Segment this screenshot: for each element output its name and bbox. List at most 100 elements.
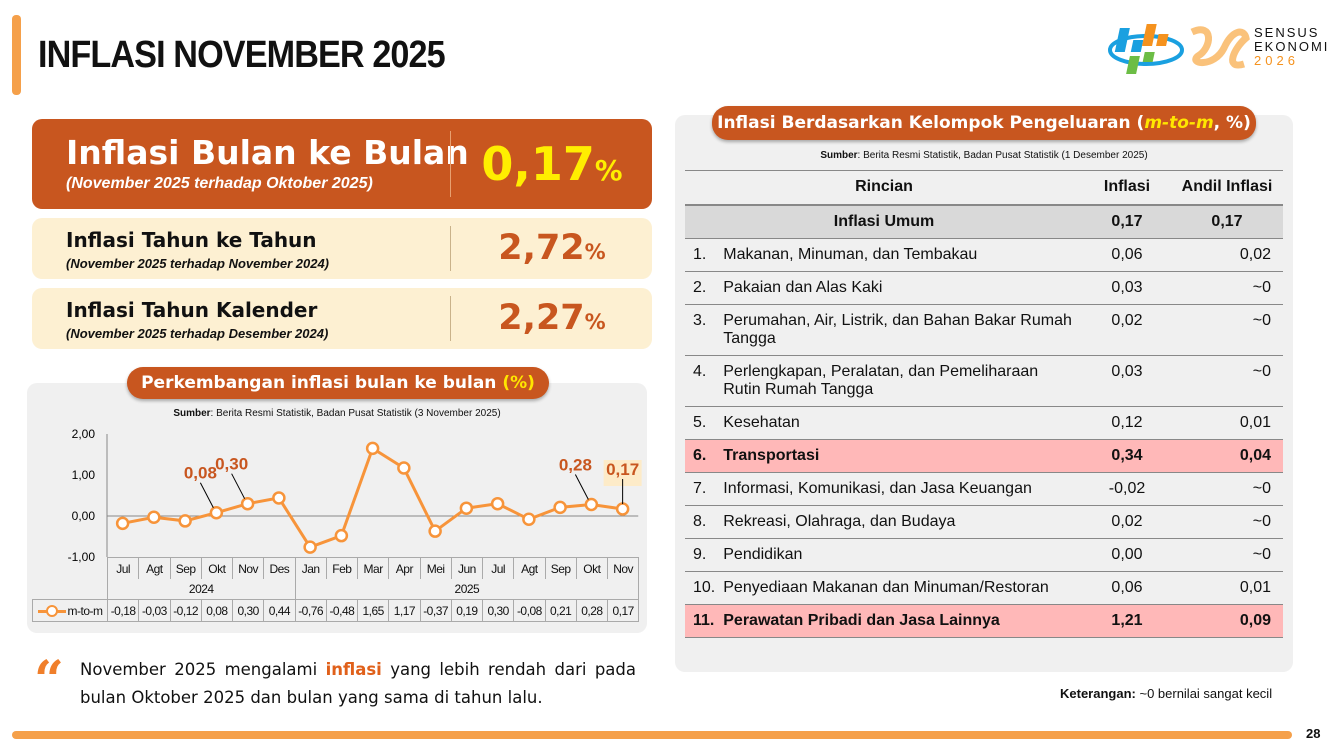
row-number: 8.: [685, 505, 716, 539]
x-tick-label: Okt: [200, 557, 233, 580]
table-row: 3. Perumahan, Air, Listrik, dan Bahan Bak…: [685, 304, 1283, 356]
x-tick-label: Mar: [357, 557, 390, 580]
row-andil: ~0: [1171, 472, 1283, 506]
row-andil: 0,17: [1171, 204, 1283, 239]
row-number: 7.: [685, 472, 716, 506]
x-tick-label: Apr: [388, 557, 421, 580]
col-andil: Andil Inflasi: [1171, 170, 1283, 206]
card-sub: (November 2025 terhadap Desember 2024): [66, 326, 329, 341]
row-andil: ~0: [1171, 304, 1283, 356]
value-cell: 0,30: [482, 599, 515, 622]
bps-logo-icon: [1108, 24, 1184, 74]
value-cell: -0,37: [419, 599, 452, 622]
row-inflasi: 0,03: [1083, 271, 1171, 305]
row-andil: 0,01: [1171, 571, 1283, 605]
legend-marker-icon: [37, 605, 66, 618]
value-cell: 0,17: [607, 599, 640, 622]
table-row: 1. Makanan, Minuman, dan Tembakau 0,06 0,02: [685, 238, 1283, 272]
row-inflasi: 0,17: [1083, 204, 1171, 239]
row-name: Perawatan Pribadi dan Jasa Lainnya: [715, 604, 1083, 638]
row-andil: ~0: [1171, 271, 1283, 305]
chart-source: Sumber: Berita Resmi Statistik, Badan Pu…: [173, 408, 501, 419]
row-name: Perlengkapan, Peralatan, dan Pemeliharaa…: [715, 355, 1083, 407]
row-name: Pakaian dan Alas Kaki: [715, 271, 1083, 305]
row-inflasi: 0,03: [1083, 355, 1171, 407]
x-tick-label: Nov: [607, 557, 640, 580]
table-source: Sumber: Berita Resmi Statistik, Badan Pu…: [820, 150, 1148, 161]
page-number: 28: [1306, 726, 1321, 741]
value-cell: 1,65: [357, 599, 390, 622]
table-title: Inflasi Berdasarkan Kelompok Pengeluaran…: [712, 106, 1256, 140]
row-number: 4.: [685, 355, 716, 407]
row-number: 10.: [685, 571, 716, 605]
table-row: 2. Pakaian dan Alas Kaki 0,03 ~0: [685, 271, 1283, 305]
x-tick-label: Okt: [575, 557, 608, 580]
value-cell: 0,08: [200, 599, 233, 622]
legend-label: m-to-m: [67, 604, 104, 618]
table-note: Keterangan: ~0 bernilai sangat kecil: [1060, 686, 1273, 701]
row-inflasi: 1,21: [1083, 604, 1171, 638]
x-tick-label: Sep: [544, 557, 577, 580]
row-name: Transportasi: [715, 439, 1083, 473]
card-sub: (November 2025 terhadap November 2024): [66, 256, 330, 271]
summary-text: November 2025 mengalami inflasi yang leb…: [80, 660, 636, 707]
row-name: Makanan, Minuman, dan Tembakau: [715, 238, 1083, 272]
value-cell: 0,19: [450, 599, 483, 622]
row-name: Kesehatan: [715, 406, 1083, 440]
sensus-ekonomi-logo-icon: [1190, 26, 1250, 69]
card-ytd: Inflasi Tahun Kalender (November 2025 te…: [32, 288, 652, 349]
card-sub: (November 2025 terhadap Oktober 2025): [66, 175, 373, 192]
row-name: Pendidikan: [715, 538, 1083, 572]
x-tick-label: Jul: [107, 557, 140, 580]
row-number: 6.: [685, 439, 716, 473]
row-inflasi: 0,00: [1083, 538, 1171, 572]
row-inflasi: 0,06: [1083, 571, 1171, 605]
row-number: 11.: [685, 604, 716, 638]
table-row: 7. Informasi, Komunikasi, dan Jasa Keuang…: [685, 472, 1283, 506]
table-row: 9. Pendidikan 0,00 ~0: [685, 538, 1283, 572]
value-cell: -0,18: [107, 599, 140, 622]
table-row: 10. Penyediaan Makanan dan Minuman/Restor…: [685, 571, 1283, 605]
value-cell: -0,48: [325, 599, 358, 622]
value-cell: 0,28: [575, 599, 608, 622]
col-inflasi: Inflasi: [1083, 170, 1171, 206]
row-inflasi: -0,02: [1083, 472, 1171, 506]
logo-area: SENSUS EKONOMI 2026: [1108, 18, 1327, 78]
row-andil: 0,04: [1171, 439, 1283, 473]
bottom-bar: [12, 731, 1292, 739]
value-cell: 0,21: [544, 599, 577, 622]
row-inflasi: 0,12: [1083, 406, 1171, 440]
col-rincian: Rincian: [685, 170, 1083, 206]
row-andil: 0,01: [1171, 406, 1283, 440]
table-row-general: Inflasi Umum 0,17 0,17: [685, 204, 1283, 239]
x-tick-label: Jan: [294, 557, 327, 580]
value-cell: -0,76: [294, 599, 327, 622]
card-label: Inflasi Bulan ke Bulan: [66, 133, 469, 172]
card-mtm: Inflasi Bulan ke Bulan (November 2025 te…: [32, 119, 652, 209]
value-cell: 0,30: [232, 599, 265, 622]
value-cell: 0,44: [263, 599, 296, 622]
row-number: 2.: [685, 271, 716, 305]
x-tick-label: Des: [263, 557, 296, 580]
card-label: Inflasi Tahun ke Tahun: [66, 228, 317, 252]
value-cell: -0,12: [169, 599, 202, 622]
logo-text-ekonomi: EKONOMI: [1254, 39, 1330, 54]
row-andil: ~0: [1171, 505, 1283, 539]
title-accent-bar: [12, 15, 21, 95]
card-yoy: Inflasi Tahun ke Tahun (November 2025 te…: [32, 218, 652, 279]
card-value: 0,17%: [481, 137, 623, 191]
legend-cell: m-to-m: [32, 599, 108, 622]
table-row: 8. Rekreasi, Olahraga, dan Budaya 0,02 ~0: [685, 505, 1283, 539]
row-inflasi: 0,06: [1083, 238, 1171, 272]
row-name: Informasi, Komunikasi, dan Jasa Keuangan: [715, 472, 1083, 506]
table-row: 5. Kesehatan 0,12 0,01: [685, 406, 1283, 440]
year-label: 2025: [294, 579, 640, 600]
value-cell: -0,03: [138, 599, 171, 622]
row-andil: ~0: [1171, 538, 1283, 572]
x-tick-label: Agt: [513, 557, 546, 580]
row-number: 9.: [685, 538, 716, 572]
year-label: 2024: [107, 579, 296, 600]
row-inflasi: 0,34: [1083, 439, 1171, 473]
row-andil: ~0: [1171, 355, 1283, 407]
logo-text-year: 2026: [1254, 53, 1299, 68]
